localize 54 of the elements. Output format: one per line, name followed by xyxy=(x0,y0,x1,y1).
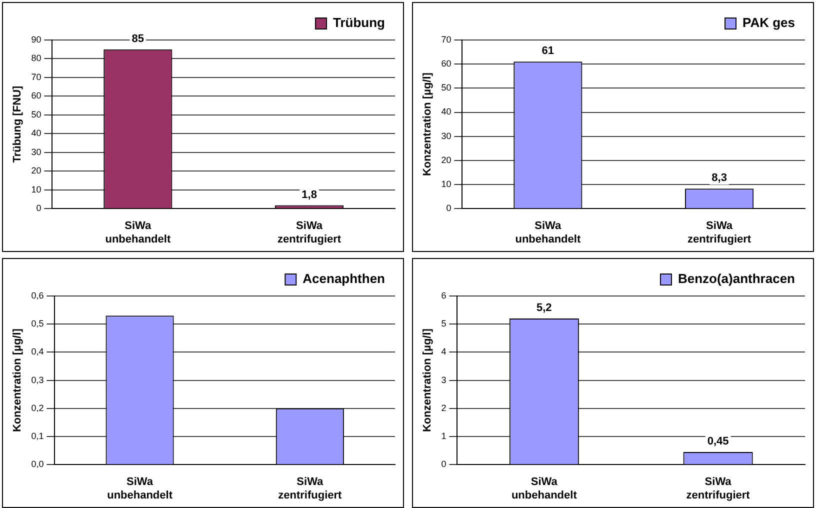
y-tick-label: 30 xyxy=(31,146,42,157)
y-axis-title: Trübung [FNU] xyxy=(12,85,24,163)
data-label: 1,8 xyxy=(302,188,317,201)
y-tick-label: 0,5 xyxy=(31,318,44,329)
y-tick-label: 0,1 xyxy=(31,430,44,441)
y-tick-label: 20 xyxy=(31,166,42,176)
y-tick-label: 1 xyxy=(441,430,446,441)
y-tick-label: 40 xyxy=(31,128,42,138)
y-tick-label: 50 xyxy=(441,82,452,93)
x-tick-label: SiWa unbehandelt xyxy=(515,220,581,246)
x-tick-label: SiWa zentrifugiert xyxy=(686,476,750,502)
y-tick-label: 4 xyxy=(441,346,446,357)
data-label: 8,3 xyxy=(712,172,727,184)
legend-label: Trübung xyxy=(333,15,386,30)
x-tick-label: SiWa unbehandelt xyxy=(107,476,173,502)
y-tick-label: 5 xyxy=(441,318,446,329)
data-label: 0,45 xyxy=(707,435,729,448)
y-tick-label: 40 xyxy=(441,106,452,117)
y-tick-label: 0 xyxy=(446,203,452,214)
x-tick-label: SiWa unbehandelt xyxy=(511,476,578,502)
y-tick-label: 6 xyxy=(441,290,446,300)
y-tick-label: 0 xyxy=(441,459,446,470)
legend-label: Acenaphthen xyxy=(302,271,386,286)
legend-label: Benzo(a)anthracen xyxy=(678,271,796,286)
y-tick-label: 70 xyxy=(31,72,42,82)
y-tick-label: 0,4 xyxy=(31,346,44,357)
y-axis-title: Konzentration [µg/l] xyxy=(422,72,434,176)
y-tick-label: 70 xyxy=(441,34,452,44)
y-tick-label: 80 xyxy=(31,53,42,64)
y-tick-label: 10 xyxy=(441,179,452,189)
y-tick-label: 3 xyxy=(441,374,446,385)
legend-label: PAK ges xyxy=(742,15,796,30)
x-tick-label: SiWa zentrifugiert xyxy=(278,476,342,502)
y-axis-title: Konzentration [µg/l] xyxy=(422,328,434,432)
x-tick-label: SiWa zentrifugiert xyxy=(278,220,342,246)
y-tick-label: 60 xyxy=(441,58,452,69)
y-tick-label: 30 xyxy=(441,130,452,141)
x-tick-label: SiWa unbehandelt xyxy=(105,220,171,246)
y-tick-label: 50 xyxy=(31,109,42,120)
y-tick-label: 0,6 xyxy=(31,290,44,300)
y-tick-label: 60 xyxy=(31,90,42,101)
y-tick-label: 0,0 xyxy=(31,459,44,470)
y-tick-label: 20 xyxy=(441,154,452,165)
y-tick-label: 0,3 xyxy=(31,374,44,385)
y-tick-label: 0,2 xyxy=(31,402,44,413)
y-tick-label: 0 xyxy=(36,203,42,214)
y-tick-label: 90 xyxy=(31,34,42,44)
y-tick-label: 2 xyxy=(441,402,446,413)
data-label: 85 xyxy=(132,32,144,45)
x-tick-label: SiWa zentrifugiert xyxy=(688,220,752,246)
data-label: 61 xyxy=(542,45,554,58)
y-tick-label: 10 xyxy=(31,184,42,194)
y-axis-title: Konzentration [µg/l] xyxy=(12,328,24,432)
data-label: 5,2 xyxy=(536,302,552,314)
